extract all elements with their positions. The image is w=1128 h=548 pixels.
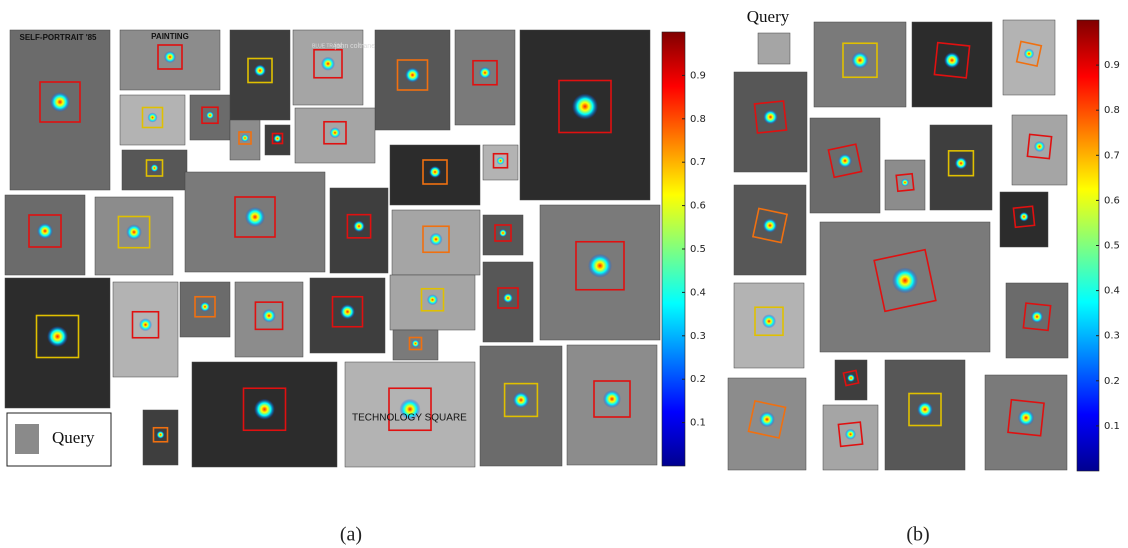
heat-blob (262, 309, 276, 323)
query-face (15, 424, 39, 454)
heat-blob (499, 229, 507, 237)
poster-title: SELF-PORTRAIT '85 (19, 33, 97, 42)
heat-blob (151, 164, 159, 172)
heat-blob (917, 402, 933, 418)
colorbar-tick-label: 0.2 (1104, 376, 1120, 387)
photo-collage (5, 20, 1068, 470)
heat-blob (429, 166, 441, 178)
heat-blob (1018, 410, 1034, 426)
heat-blob (330, 127, 341, 138)
heat-blob (353, 220, 365, 232)
heat-blob (206, 111, 214, 119)
heat-blob (1019, 212, 1029, 222)
colorbar-tick-label: 0.6 (1104, 195, 1120, 206)
heat-blob (513, 392, 529, 408)
heat-blob (427, 294, 438, 305)
colorbar-tick-label: 0.3 (1104, 331, 1120, 342)
heat-blob (852, 52, 869, 69)
colorbar-tick-label: 0.5 (1104, 241, 1120, 252)
heat-blob (245, 207, 265, 227)
heat-blob (762, 314, 776, 328)
heat-blob (148, 113, 158, 123)
heat-blob (901, 179, 909, 187)
heat-blob (588, 254, 612, 278)
heat-blob (603, 390, 621, 408)
colorbar-tick-label: 0.7 (1104, 150, 1120, 161)
query-label: Query (52, 428, 95, 447)
poster-text: john coltrane (334, 43, 375, 50)
colorbar-tick-label: 0.2 (690, 374, 706, 385)
colorbar-tick-label: 0.9 (1104, 60, 1120, 71)
heat-blob (50, 92, 70, 112)
heat-blob (241, 134, 249, 142)
heat-blob (139, 318, 152, 331)
heat-blob (503, 293, 513, 303)
query-label: Query (747, 7, 790, 26)
heat-blob (157, 431, 165, 439)
photo (758, 33, 790, 64)
heat-blob (126, 224, 142, 240)
figure: Query Query SELF-PORTRAIT '85 BLUE TRAIN… (0, 0, 1128, 548)
heat-blob (892, 268, 918, 294)
heat-blob (164, 51, 176, 63)
heat-blob (763, 218, 777, 232)
heat-blob (405, 68, 420, 83)
colorbar-tick-label: 0.8 (1104, 105, 1120, 116)
heat-blob (37, 223, 53, 239)
heat-blob (274, 135, 282, 143)
heat-blob (430, 233, 443, 246)
heat-blob (412, 340, 420, 348)
heat-blob (254, 399, 275, 420)
heat-blob (847, 374, 855, 382)
heat-blob (838, 154, 852, 168)
heat-blob (340, 304, 355, 319)
heat-blob (47, 326, 68, 347)
poster-text: PAINTING (151, 32, 189, 41)
panel-caption: (a) (340, 524, 362, 546)
colorbar-tick-label: 0.4 (1104, 286, 1120, 297)
colorbar-tick-label: 0.3 (690, 331, 706, 342)
heat-blob (479, 67, 491, 79)
colorbar-tick-label: 0.5 (690, 244, 706, 255)
heat-blob (955, 157, 967, 169)
heat-blob (1034, 141, 1045, 152)
colorbar-tick-label: 0.1 (690, 418, 706, 429)
poster-text: TECHNOLOGY SQUARE (352, 413, 467, 424)
heat-blob (321, 57, 335, 71)
heat-blob (944, 52, 960, 68)
colorbar-tick-label: 0.6 (690, 201, 706, 212)
colorbar (1077, 20, 1099, 471)
heat-blob (254, 65, 266, 77)
colorbar-tick-label: 0.1 (1104, 421, 1120, 432)
panel-caption: (b) (906, 524, 929, 546)
colorbar-tick-label: 0.7 (690, 157, 706, 168)
heat-blob (1031, 311, 1043, 323)
colorbar-tick-label: 0.8 (690, 114, 706, 125)
colorbar-tick-label: 0.4 (690, 287, 706, 298)
colorbar (662, 32, 685, 466)
colorbar-tick-label: 0.9 (690, 70, 706, 81)
heat-blob (759, 412, 775, 428)
heat-blob (1024, 49, 1034, 59)
heat-blob (572, 94, 598, 120)
heat-blob (845, 429, 856, 440)
heat-blob (497, 157, 505, 165)
heat-blob (763, 110, 778, 125)
heat-blob (200, 302, 210, 312)
